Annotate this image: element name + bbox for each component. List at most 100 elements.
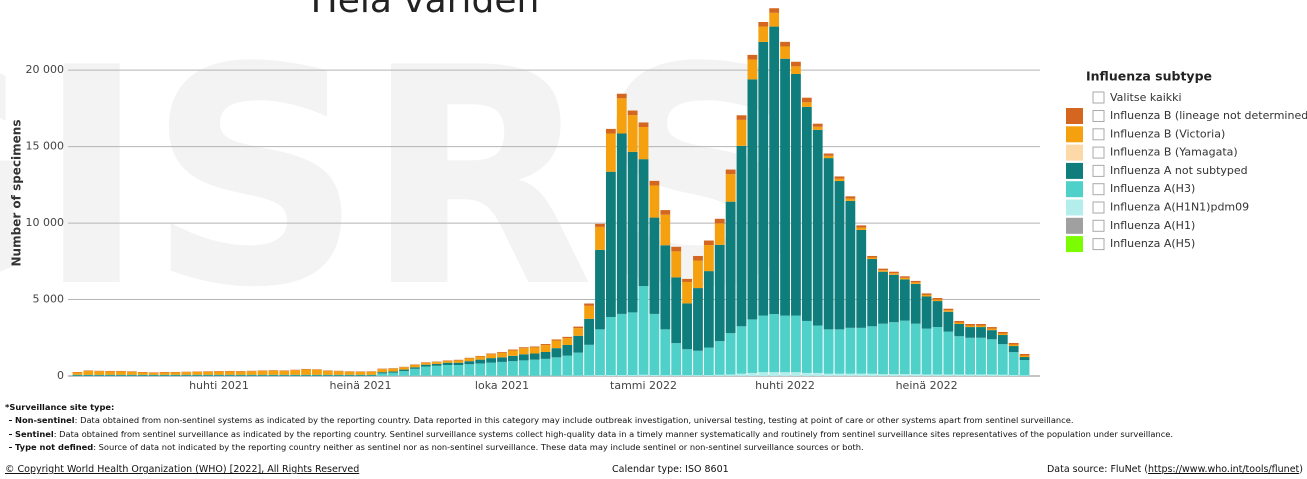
- bar-segment: [758, 372, 769, 376]
- bar-segment: [856, 229, 867, 328]
- y-tick-label: 20 000: [26, 63, 65, 76]
- bar-segment: [1019, 375, 1030, 376]
- bar-segment: [573, 326, 584, 329]
- bar-segment: [976, 374, 986, 376]
- legend-swatch: [1066, 144, 1083, 161]
- bar-segment: [867, 259, 878, 327]
- legend-checkbox[interactable]: [1092, 183, 1105, 196]
- bar-segment: [1008, 346, 1019, 353]
- bar-segment: [769, 26, 780, 315]
- legend-label[interactable]: Influenza A(H3): [1110, 182, 1195, 195]
- bar-segment: [703, 271, 714, 348]
- bar-segment: [584, 375, 595, 376]
- bar-segment: [529, 359, 540, 376]
- x-tick-label: huhti 2021: [189, 379, 249, 392]
- legend-checkbox[interactable]: [1092, 201, 1105, 214]
- bar-segment: [878, 323, 888, 375]
- bar-segment: [889, 273, 899, 275]
- bar-segment: [507, 349, 518, 351]
- bar-segment: [540, 351, 551, 359]
- bar-segment: [83, 370, 94, 375]
- bar-segment: [703, 240, 714, 246]
- legend-label[interactable]: Influenza A(H1): [1110, 219, 1195, 232]
- legend-label[interactable]: Influenza A(H5): [1110, 237, 1195, 250]
- bar-segment: [72, 372, 83, 375]
- bar-segment: [769, 8, 780, 13]
- bar-segment: [899, 279, 910, 321]
- source-link[interactable]: https://www.who.int/tools/flunet: [1147, 464, 1300, 475]
- bar-segment: [290, 374, 301, 376]
- note-text: : Source of data not indicated by the re…: [93, 441, 864, 452]
- bar-segment: [878, 271, 888, 324]
- bar-segment: [921, 294, 932, 297]
- note-term: Type not defined: [15, 441, 94, 452]
- legend-label[interactable]: Influenza A(H1N1)pdm09: [1110, 201, 1249, 214]
- bar-segment: [584, 303, 595, 306]
- bar-segment: [627, 110, 638, 116]
- legend-label[interactable]: Influenza B (Victoria): [1110, 127, 1225, 140]
- bar-segment: [497, 351, 507, 353]
- bar-segment: [638, 286, 649, 375]
- bar-segment: [867, 255, 878, 258]
- bar-segment: [214, 371, 224, 375]
- bar-segment: [159, 374, 170, 376]
- bar-segment: [540, 358, 551, 376]
- legend-label[interactable]: Influenza B (lineage not determined): [1110, 109, 1307, 122]
- bar-segment: [344, 371, 355, 375]
- y-axis-label: Number of specimens: [10, 120, 24, 267]
- bar-segment: [518, 360, 529, 376]
- bar-segment: [736, 373, 747, 376]
- bar-segment: [595, 223, 605, 227]
- bar-segment: [910, 282, 921, 284]
- legend-checkbox[interactable]: [1092, 238, 1105, 251]
- bar-segment: [976, 337, 986, 375]
- bar-segment: [693, 375, 703, 376]
- legend-checkbox[interactable]: [1092, 128, 1105, 141]
- bar-segment: [693, 288, 703, 351]
- bar-segment: [464, 364, 475, 376]
- chart: GISRS Hela världen Number of specimens I…: [0, 0, 1307, 392]
- copyright[interactable]: © Copyright World Health Organization (W…: [5, 464, 360, 475]
- legend-checkbox[interactable]: [1092, 219, 1105, 232]
- bar-segment: [442, 364, 453, 376]
- bar-segment: [105, 371, 116, 375]
- legend-checkbox[interactable]: [1092, 164, 1105, 177]
- notes-heading: *Surveillance site type:: [5, 402, 115, 412]
- bar-segment: [192, 372, 203, 375]
- legend-checkbox[interactable]: [1092, 91, 1105, 104]
- legend-checkbox[interactable]: [1092, 146, 1105, 159]
- bar-segment: [181, 374, 192, 376]
- bar-segment: [965, 324, 976, 326]
- bar-segment: [94, 374, 105, 376]
- bar-segment: [682, 281, 692, 304]
- bar-segment: [105, 374, 116, 376]
- bar-segment: [562, 355, 573, 376]
- bar-segment: [551, 348, 562, 358]
- legend-label[interactable]: Influenza A not subtyped: [1110, 164, 1248, 177]
- bar-segment: [997, 344, 1008, 375]
- bar-segment: [464, 358, 475, 362]
- bar-segment: [791, 73, 801, 316]
- bar-segment: [834, 329, 845, 374]
- bar-segment: [290, 370, 301, 375]
- bar-segment: [703, 245, 714, 272]
- bar-segment: [431, 365, 442, 376]
- bar-segment: [1019, 353, 1030, 356]
- legend-select-all[interactable]: Valitse kaikki: [1110, 91, 1182, 104]
- bar-segment: [366, 371, 377, 375]
- bar-segment: [758, 26, 769, 42]
- legend-label[interactable]: Influenza B (Yamagata): [1110, 146, 1238, 159]
- legend-checkbox[interactable]: [1092, 110, 1105, 122]
- bar-segment: [388, 368, 399, 372]
- bar-segment: [856, 373, 867, 376]
- bar-segment: [878, 374, 888, 376]
- bar-segment: [126, 371, 137, 375]
- bar-segment: [660, 214, 671, 246]
- bar-segment: [399, 371, 409, 376]
- bar-segment: [1008, 375, 1019, 376]
- bar-segment: [758, 21, 769, 27]
- bar-segment: [791, 61, 801, 67]
- note: Sentinel: Data obtained from sentinel su…: [5, 428, 1173, 441]
- bar-segment: [801, 97, 812, 103]
